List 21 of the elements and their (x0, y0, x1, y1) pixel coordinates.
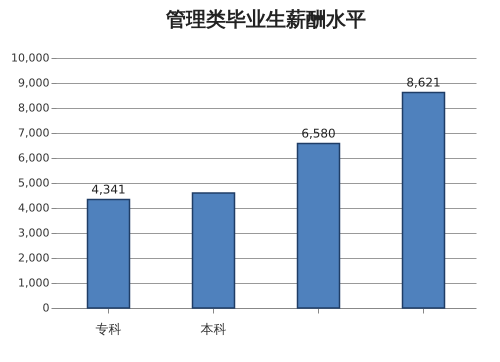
y-tick-label: 1,000 (18, 276, 50, 290)
y-tick-label: 7,000 (18, 126, 50, 140)
y-tick-label: 9,000 (18, 76, 50, 90)
x-tick-label: 本科 (200, 322, 226, 338)
chart-title: 管理类毕业生薪酬水平 (165, 7, 366, 31)
y-tick-label: 8,000 (18, 102, 50, 114)
y-tick-label: 3,000 (18, 226, 50, 240)
y-tick-label: 4,000 (18, 202, 50, 214)
y-tick-label: 5,000 (18, 176, 50, 190)
data-label: 6,580 (301, 126, 336, 140)
x-tick-label: 专科 (96, 322, 122, 338)
y-tick-label: 0 (42, 302, 50, 314)
y-tick-label: 2,000 (18, 252, 50, 264)
bar (192, 192, 236, 309)
y-tick-label: 10,000 (11, 52, 50, 64)
bar (86, 198, 130, 309)
data-label: 8,621 (406, 75, 441, 90)
bar (402, 92, 446, 309)
bar (296, 142, 340, 309)
y-tick-label: 6,000 (18, 152, 50, 164)
data-label: 4,341 (91, 182, 126, 196)
